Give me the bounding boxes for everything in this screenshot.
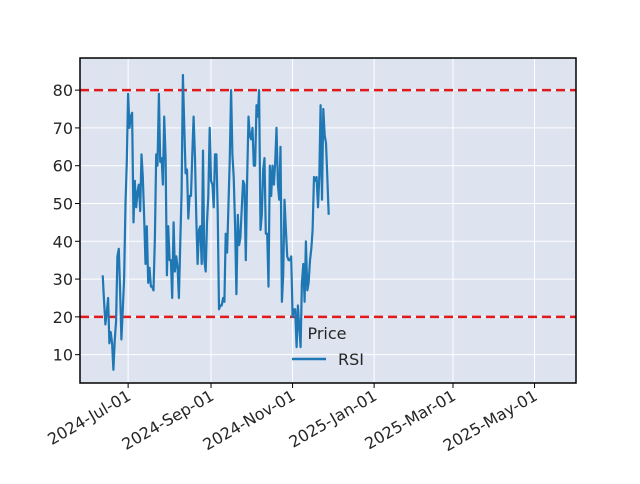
series-line-rsi	[101, 73, 330, 371]
y-tick-label: 40	[53, 232, 73, 251]
y-tick-label: 30	[53, 270, 73, 289]
y-tick-label: 20	[53, 308, 73, 327]
plot-frame	[79, 57, 577, 384]
y-tick-label: 10	[53, 346, 73, 365]
legend: Price RSI	[292, 324, 364, 369]
plot-background	[80, 58, 576, 383]
reference-lines	[80, 88, 576, 319]
y-tick-label: 50	[53, 194, 73, 213]
y-tick-label: 80	[53, 81, 73, 100]
y-tick-label: 70	[53, 119, 73, 138]
legend-label-rsi: RSI	[338, 350, 364, 369]
series-layer	[101, 73, 330, 371]
legend-title: Price	[307, 324, 346, 343]
y-axis: 10 20 30 40 50 60 70 80	[53, 81, 80, 365]
x-tick-label: 2024-Nov-01	[200, 386, 299, 454]
x-axis: 2024-Jul-012024-Sep-012024-Nov-012025-Ja…	[44, 383, 541, 455]
y-tick-label: 60	[53, 157, 73, 176]
